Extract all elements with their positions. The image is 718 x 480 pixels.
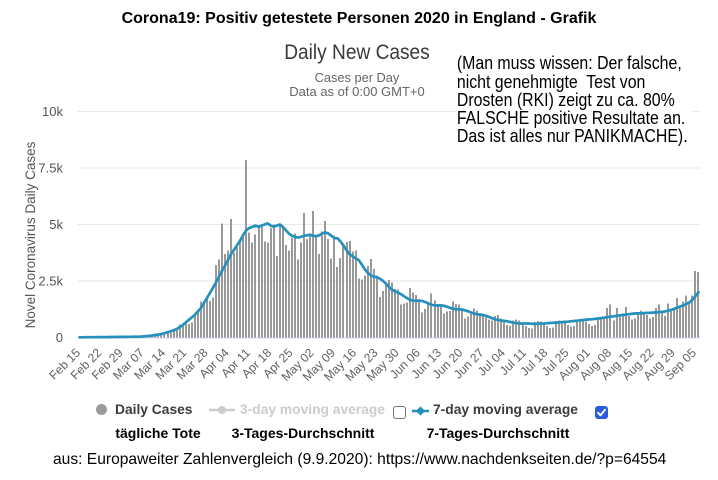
svg-text:7.5k: 7.5k <box>38 161 63 176</box>
svg-text:0: 0 <box>56 330 63 345</box>
svg-text:2.5k: 2.5k <box>38 274 63 289</box>
svg-text:5k: 5k <box>49 217 63 232</box>
svg-text:10k: 10k <box>42 104 63 119</box>
svg-text:Novel Coronavirus Daily Cases: Novel Coronavirus Daily Cases <box>23 141 38 328</box>
